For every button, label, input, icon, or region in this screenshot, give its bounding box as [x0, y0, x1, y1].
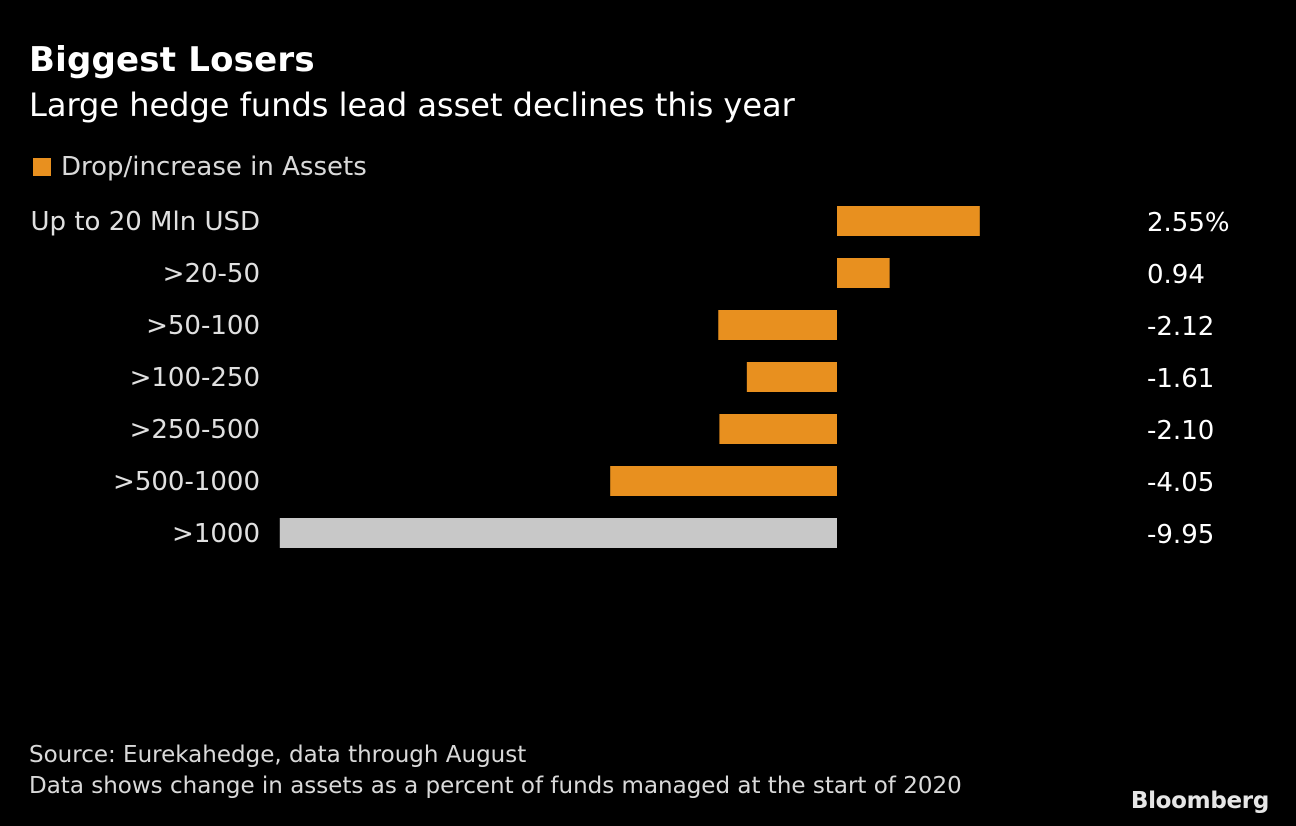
bar-5 [610, 466, 837, 496]
value-label-3: -1.61 [1147, 364, 1214, 394]
value-label-6: -9.95 [1147, 520, 1214, 550]
source-note: Source: Eurekahedge, data through August [29, 742, 527, 768]
legend: Drop/increase in Assets [33, 152, 367, 182]
value-label-1: 0.94 [1147, 260, 1205, 290]
category-label-4: >250-500 [130, 415, 260, 445]
bar-1 [837, 258, 890, 288]
category-label-0: Up to 20 Mln USD [31, 207, 260, 237]
bloomberg-logo: Bloomberg [1130, 788, 1269, 814]
value-label-4: -2.10 [1147, 416, 1214, 446]
category-label-1: >20-50 [163, 259, 260, 289]
data-note: Data shows change in assets as a percent… [29, 773, 962, 799]
legend-swatch [33, 158, 51, 176]
category-label-2: >50-100 [146, 311, 260, 341]
category-label-6: >1000 [172, 519, 260, 549]
value-label-5: -4.05 [1147, 468, 1214, 498]
bar-2 [718, 310, 837, 340]
value-label-0: 2.55% [1147, 208, 1230, 238]
bar-6 [279, 518, 837, 548]
category-label-5: >500-1000 [113, 467, 260, 497]
category-label-3: >100-250 [130, 363, 260, 393]
legend-label: Drop/increase in Assets [61, 152, 367, 182]
bar-3 [746, 362, 837, 392]
chart-subtitle: Large hedge funds lead asset declines th… [29, 86, 795, 124]
bar-4 [719, 414, 837, 444]
bar-0 [837, 206, 980, 236]
value-label-2: -2.12 [1147, 312, 1214, 342]
chart-title: Biggest Losers [29, 40, 315, 80]
